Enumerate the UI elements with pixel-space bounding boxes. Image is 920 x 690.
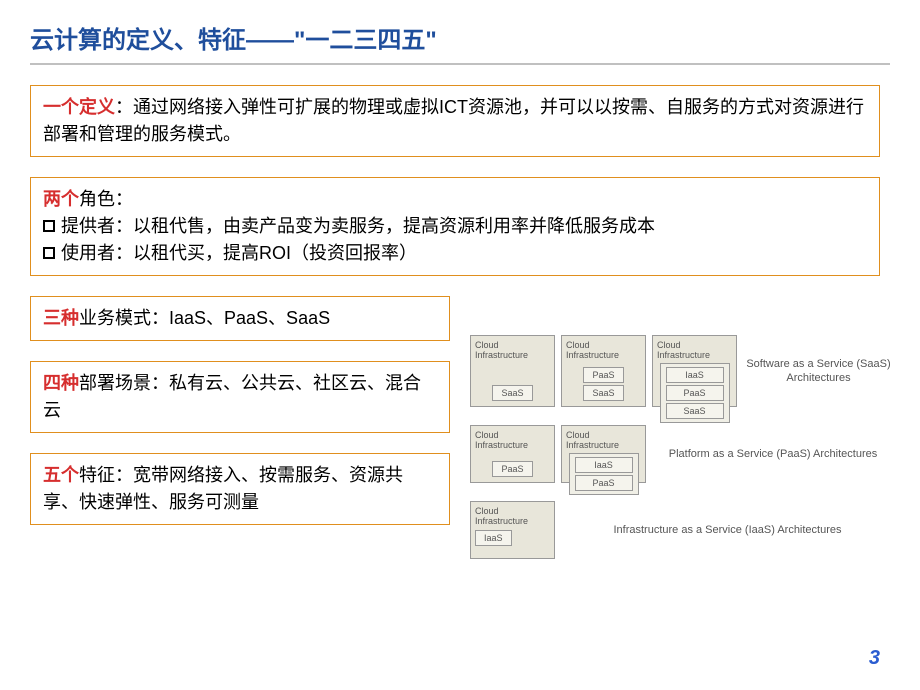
cloud-box: Cloud Infrastructure PaaS SaaS [561,335,646,407]
bullet-icon [43,220,55,232]
paas-arch-label: Platform as a Service (PaaS) Architectur… [646,447,900,461]
cloud-label: Cloud Infrastructure [475,506,550,526]
iaas-layer: IaaS [475,530,512,546]
roles-box: 两个角色： 提供者：以租代售，由卖产品变为卖服务，提高资源利用率并降低服务成本 … [30,177,880,276]
modes-text: 业务模式：IaaS、PaaS、SaaS [79,308,330,328]
page-number: 3 [869,647,880,670]
definition-text: ：通过网络接入弹性可扩展的物理或虚拟ICT资源池，并可以以按需、自服务的方式对资… [43,97,864,144]
highlight-three: 三种 [43,308,79,328]
architecture-diagram: Cloud Infrastructure SaaS Cloud Infrastr… [470,335,900,577]
paas-layer: PaaS [492,461,532,477]
iaas-arch-label: Infrastructure as a Service (IaaS) Archi… [555,523,900,537]
saas-layer: SaaS [666,403,724,419]
bullet-text: 使用者：以租代买，提高ROI（投资回报率） [61,240,417,267]
paas-layer: PaaS [666,385,724,401]
deployment-box: 四种部署场景：私有云、公共云、社区云、混合云 [30,361,450,433]
saas-layer: SaaS [583,385,623,401]
cloud-label: Cloud Infrastructure [566,430,641,450]
cloud-label: Cloud Infrastructure [657,340,732,360]
page-title: 云计算的定义、特征——"一二三四五" [30,20,890,55]
cloud-label: Cloud Infrastructure [475,340,550,360]
modes-box: 三种业务模式：IaaS、PaaS、SaaS [30,296,450,341]
saas-arch-label: Software as a Service (SaaS) Architectur… [737,357,900,386]
cloud-box: Cloud Infrastructure SaaS [470,335,555,407]
iaas-layer: IaaS [666,367,724,383]
iaas-row: Cloud Infrastructure IaaS Infrastructure… [470,501,900,559]
paas-layer: PaaS [575,475,633,491]
cloud-label: Cloud Infrastructure [566,340,641,360]
saas-row: Cloud Infrastructure SaaS Cloud Infrastr… [470,335,900,407]
definition-box: 一个定义：通过网络接入弹性可扩展的物理或虚拟ICT资源池，并可以以按需、自服务的… [30,85,880,157]
roles-heading: 角色： [79,189,133,209]
features-text: 特征：宽带网络接入、按需服务、资源共享、快速弹性、服务可测量 [43,465,403,512]
paas-row: Cloud Infrastructure PaaS Cloud Infrastr… [470,425,900,483]
bullet-item: 提供者：以租代售，由卖产品变为卖服务，提高资源利用率并降低服务成本 [43,213,867,240]
cloud-box: Cloud Infrastructure IaaS [470,501,555,559]
deployment-text: 部署场景：私有云、公共云、社区云、混合云 [43,373,421,420]
bullet-text: 提供者：以租代售，由卖产品变为卖服务，提高资源利用率并降低服务成本 [61,213,655,240]
cloud-label: Cloud Infrastructure [475,430,550,450]
title-underline [30,63,890,65]
cloud-box: Cloud Infrastructure PaaS [470,425,555,483]
highlight-two: 两个 [43,189,79,209]
highlight-one: 一个定义 [43,97,115,117]
bullet-icon [43,247,55,259]
iaas-layer: IaaS [575,457,633,473]
paas-layer: PaaS [583,367,623,383]
highlight-four: 四种 [43,373,79,393]
saas-layer: SaaS [492,385,532,401]
bullet-item: 使用者：以租代买，提高ROI（投资回报率） [43,240,867,267]
cloud-box: Cloud Infrastructure IaaS PaaS [561,425,646,483]
features-box: 五个特征：宽带网络接入、按需服务、资源共享、快速弹性、服务可测量 [30,453,450,525]
cloud-box: Cloud Infrastructure IaaS PaaS SaaS [652,335,737,407]
highlight-five: 五个 [43,465,79,485]
